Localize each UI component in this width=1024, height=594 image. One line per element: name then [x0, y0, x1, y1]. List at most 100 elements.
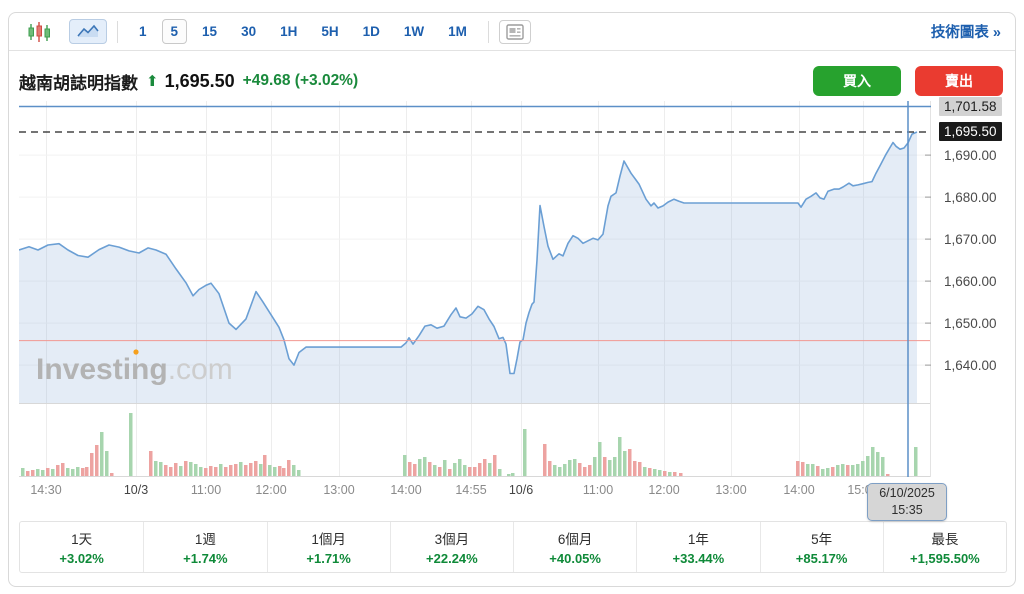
chart-widget: 1 5 15 30 1H 5H 1D 1W 1M 技術圖表 » 越南胡誌明指數 ⬆ 1,695.… — [8, 12, 1016, 587]
volume-bar — [608, 460, 612, 477]
volume-bar — [548, 461, 552, 477]
watermark-accent-dot — [133, 349, 139, 355]
chart-canvas[interactable]: Investing.com — [19, 101, 931, 477]
performance-value: +1.71% — [306, 551, 351, 566]
performance-cell-6個月[interactable]: 6個月 +40.05% — [513, 522, 636, 572]
volume-bar — [292, 465, 296, 477]
volume-bar — [254, 461, 258, 477]
performance-cell-3個月[interactable]: 3個月 +22.24% — [389, 522, 513, 572]
performance-period-label: 1年 — [687, 532, 709, 547]
timeframe-button-1M[interactable]: 1M — [439, 19, 476, 44]
volume-bar — [189, 462, 193, 477]
volume-bar — [105, 451, 109, 477]
volume-bar — [46, 468, 50, 477]
volume-bar — [244, 465, 248, 477]
instrument-title: 越南胡誌明指數 — [19, 73, 138, 93]
volume-bar — [463, 465, 467, 477]
performance-period-label: 5年 — [811, 532, 833, 547]
volume-bar — [219, 464, 223, 477]
volume-bar — [801, 462, 805, 477]
volume-bar — [159, 462, 163, 477]
volume-bar — [199, 467, 203, 477]
volume-bar — [511, 473, 515, 477]
volume-bar — [438, 467, 442, 477]
volume-bar — [483, 459, 487, 477]
timeframe-button-5[interactable]: 5 — [161, 19, 188, 44]
volume-bar — [41, 470, 45, 477]
volume-bar — [523, 429, 527, 477]
price-tick-label: 1,670.00 — [944, 231, 997, 247]
volume-bar — [403, 455, 407, 477]
volume-bar — [423, 457, 427, 477]
technical-chart-link[interactable]: 技術圖表 » — [930, 25, 1001, 41]
volume-bar — [282, 468, 286, 477]
volume-bar — [493, 455, 497, 477]
time-tick-label: 14:30 — [30, 483, 62, 497]
volume-bar — [81, 468, 85, 477]
timeframe-button-30[interactable]: 30 — [232, 19, 265, 44]
volume-bar — [169, 467, 173, 477]
price-tick-label: 1,650.00 — [944, 315, 997, 331]
volume-bar — [886, 474, 890, 477]
performance-period-label: 1天 — [71, 532, 93, 547]
buy-button[interactable]: 買入 — [813, 66, 901, 96]
volume-bar — [846, 465, 850, 477]
volume-bar — [578, 463, 582, 477]
line-chart-button[interactable] — [69, 19, 107, 44]
performance-cell-最長[interactable]: 最長 +1,595.50% — [882, 522, 1006, 572]
volume-bar — [593, 457, 597, 477]
volume-bar — [811, 464, 815, 477]
volume-bar — [841, 464, 845, 477]
volume-bar — [861, 461, 865, 477]
tooltip-date: 6/10/2025 — [879, 486, 935, 501]
volume-bar — [851, 465, 855, 477]
volume-bar — [573, 459, 577, 477]
volume-bar — [174, 463, 178, 477]
timeframe-button-1H[interactable]: 1H — [271, 19, 306, 44]
news-layout-button[interactable] — [498, 19, 531, 44]
volume-bar — [85, 467, 89, 477]
volume-bar — [623, 451, 627, 477]
timeframe-button-15[interactable]: 15 — [193, 19, 226, 44]
volume-bar — [673, 472, 677, 477]
last-price: 1,695.50 — [164, 70, 235, 91]
timeframe-group: 1 5 15 30 1H 5H 1D 1W 1M — [130, 19, 476, 44]
volume-bar — [194, 464, 198, 477]
volume-bar — [297, 470, 301, 477]
volume-bar — [239, 462, 243, 477]
volume-bar — [428, 462, 432, 477]
volume-bar — [598, 442, 602, 477]
timeframe-button-1W[interactable]: 1W — [395, 19, 433, 44]
investing-watermark: Investing.com — [36, 353, 233, 386]
volume-bar — [21, 468, 25, 477]
volume-bar — [31, 470, 35, 477]
performance-cell-5年[interactable]: 5年 +85.17% — [759, 522, 883, 572]
time-tick-label: 14:00 — [783, 483, 815, 497]
volume-bar — [51, 469, 55, 477]
volume-bar — [229, 465, 233, 477]
volume-bar — [268, 465, 272, 477]
performance-cell-1週[interactable]: 1週 +1.74% — [143, 522, 266, 572]
volume-bar — [543, 444, 547, 477]
volume-bar — [488, 463, 492, 477]
volume-bar — [287, 460, 291, 477]
volume-bar — [658, 470, 662, 477]
crosshair-time-tooltip: 6/10/2025 15:35 — [867, 483, 947, 521]
volume-bar — [71, 469, 75, 477]
candlestick-chart-button[interactable] — [19, 16, 59, 47]
last-price-label: 1,695.50 — [939, 122, 1002, 142]
volume-bar — [433, 465, 437, 477]
sell-button[interactable]: 賣出 — [915, 66, 1003, 96]
time-tick-label: 12:00 — [648, 483, 680, 497]
performance-cell-1個月[interactable]: 1個月 +1.71% — [266, 522, 390, 572]
volume-bar — [568, 460, 572, 477]
timeframe-button-1[interactable]: 1 — [130, 19, 156, 44]
volume-bar — [638, 462, 642, 477]
volume-bar — [628, 449, 632, 477]
timeframe-button-1D[interactable]: 1D — [354, 19, 389, 44]
volume-bar — [826, 468, 830, 477]
performance-cell-1天[interactable]: 1天 +3.02% — [20, 522, 143, 572]
timeframe-button-5H[interactable]: 5H — [312, 19, 347, 44]
volume-bar — [821, 469, 825, 477]
performance-cell-1年[interactable]: 1年 +33.44% — [636, 522, 759, 572]
